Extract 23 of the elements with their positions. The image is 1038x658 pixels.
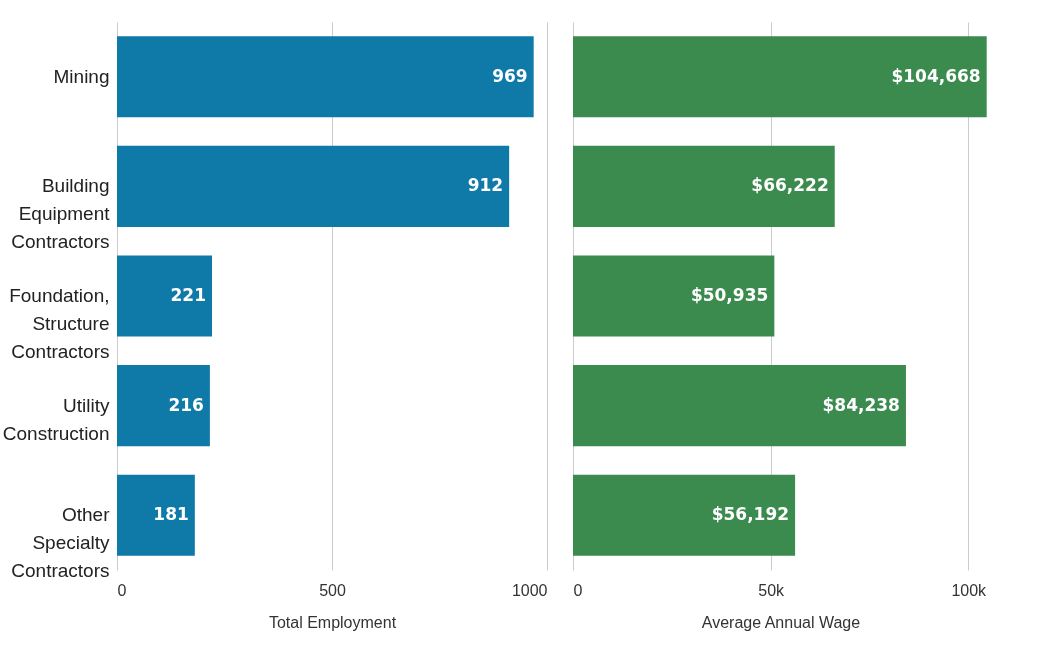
- y-tick-label: Foundation, Structure Contractors: [9, 285, 110, 362]
- data-label: 181: [153, 504, 189, 525]
- x-axis-title: Average Annual Wage: [701, 613, 861, 631]
- y-tick-label: Other Specialty Contractors: [11, 504, 111, 582]
- x-tick-label: 50k: [758, 581, 786, 599]
- data-label: $84,238: [822, 394, 900, 415]
- data-label: $66,222: [751, 175, 829, 196]
- x-tick-label: 0: [117, 581, 127, 599]
- y-tick-label: Building Equipment Contractors: [11, 175, 111, 253]
- data-label: 221: [170, 285, 207, 305]
- data-label: $50,935: [690, 285, 769, 305]
- data-label: 216: [168, 394, 204, 415]
- x-axis-title: Total Employment: [268, 613, 397, 631]
- x-tick-label: 0: [573, 581, 583, 599]
- y-tick-label: Utility Construction: [2, 394, 110, 444]
- x-tick-label: 100k: [951, 581, 988, 599]
- x-tick-label: 1000: [511, 581, 548, 599]
- data-label: $56,192: [711, 504, 790, 525]
- y-tick-label: Mining: [53, 65, 110, 87]
- data-label: $104,668: [891, 65, 981, 86]
- data-label: 912: [467, 175, 504, 196]
- data-label: 969: [492, 65, 528, 86]
- x-tick-label: 500: [319, 581, 346, 599]
